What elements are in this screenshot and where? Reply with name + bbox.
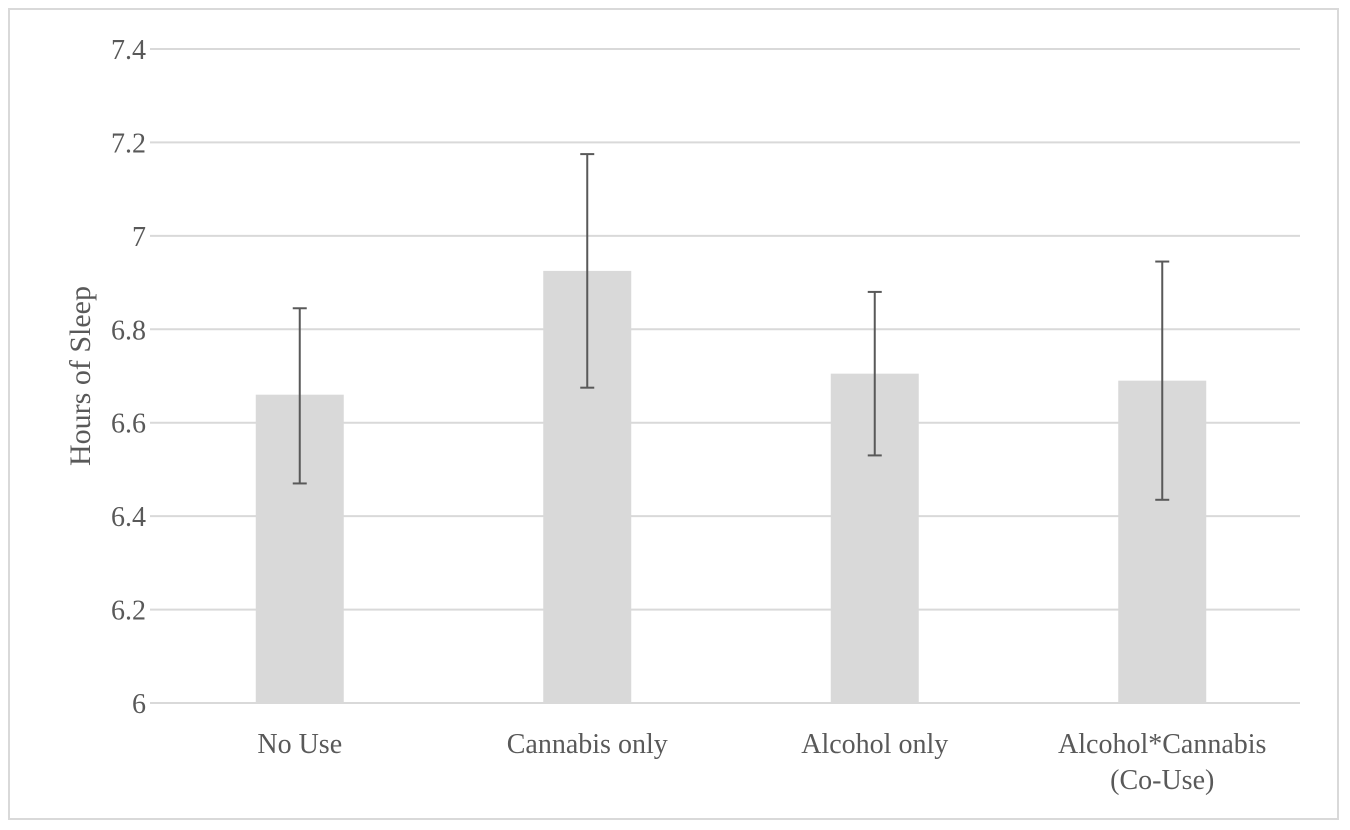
x-category-label-line: Alcohol*Cannabis [1058, 729, 1266, 760]
error-bar [867, 290, 882, 457]
x-category-label-line: (Co-Use) [1110, 765, 1214, 796]
x-category-label-line: Alcohol only [801, 729, 948, 760]
error-bar [1155, 260, 1170, 501]
y-tick-label: 7.2 [111, 128, 146, 159]
y-tick-label: 6.8 [111, 315, 146, 346]
y-tick-label: 7.4 [111, 35, 146, 66]
x-category-label: Cannabis only [507, 729, 668, 760]
y-tick-label: 6.2 [111, 596, 146, 627]
x-category-label: Alcohol only [801, 729, 948, 760]
error-bar [580, 153, 595, 389]
y-tick-label: 6.6 [111, 409, 146, 440]
x-category-label: Alcohol*Cannabis (Co-Use) [1058, 729, 1266, 796]
x-category-label: No Use [257, 729, 342, 760]
y-tick-label: 7 [132, 222, 146, 253]
error-bar [292, 307, 307, 485]
y-axis-title: Hours of Sleep [64, 286, 97, 466]
x-category-label-line: Cannabis only [507, 729, 668, 760]
x-category-label-line: No Use [257, 729, 342, 760]
y-tick-label: 6.4 [111, 502, 146, 533]
y-tick-label: 6 [132, 689, 146, 720]
